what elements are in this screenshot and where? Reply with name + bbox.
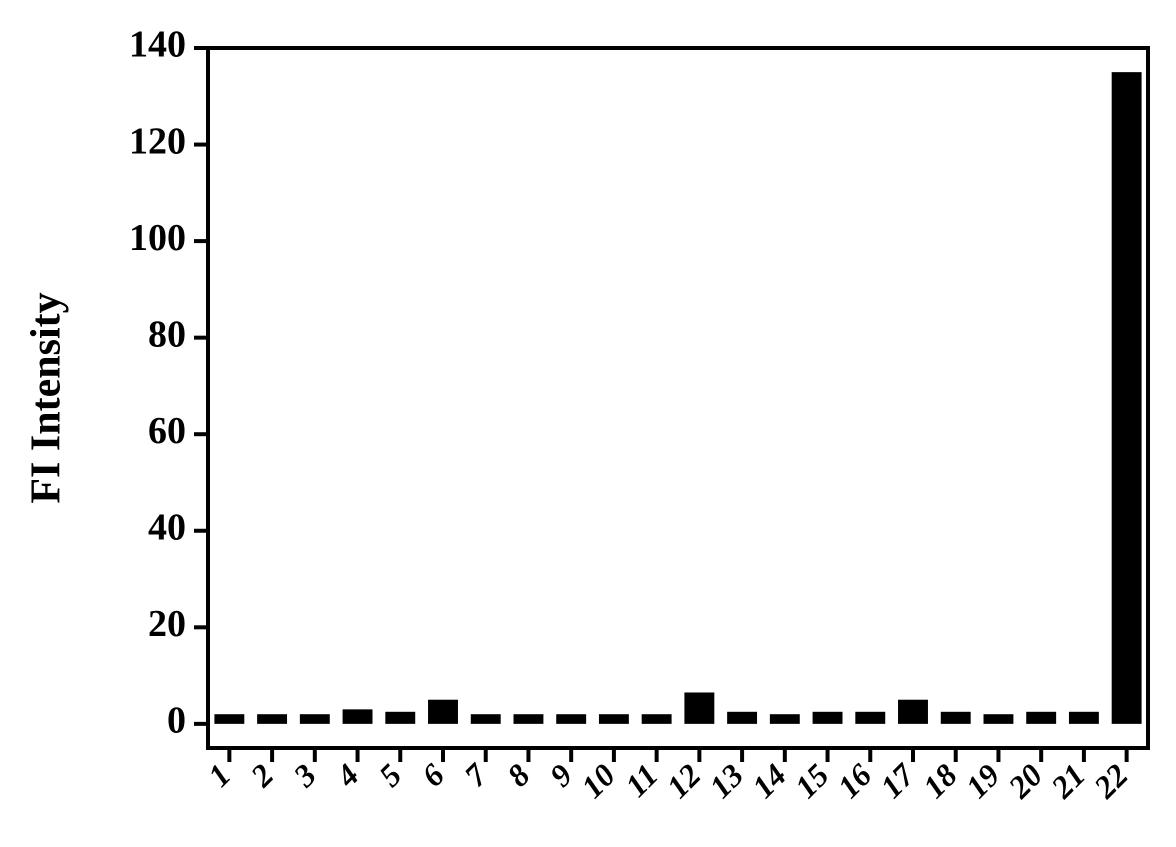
x-tick-label: 11: [618, 757, 665, 804]
y-tick-label: 60: [148, 410, 186, 452]
bar: [941, 712, 971, 724]
x-tick-label: 22: [1086, 757, 1135, 806]
x-tick-label: 14: [745, 757, 793, 805]
x-tick-label: 4: [328, 757, 365, 794]
bar: [214, 714, 244, 724]
y-tick-label: 40: [148, 506, 186, 548]
fi-intensity-bar-chart: 020406080100120140FI Intensity1234567891…: [0, 0, 1176, 847]
x-tick-label: 8: [500, 757, 537, 794]
bar: [642, 714, 672, 724]
bar: [1112, 72, 1142, 724]
bar: [1026, 712, 1056, 724]
x-tick-label: 10: [574, 757, 622, 805]
bar: [813, 712, 843, 724]
y-tick-label: 120: [129, 120, 186, 162]
y-axis-title: FI Intensity: [24, 292, 70, 503]
bar: [898, 700, 928, 724]
bar: [343, 709, 373, 723]
bar: [385, 712, 415, 724]
y-tick-label: 0: [167, 700, 186, 742]
plot-frame: [208, 48, 1148, 748]
x-tick-label: 13: [702, 757, 750, 805]
x-tick-label: 21: [1043, 757, 1092, 806]
bar: [300, 714, 330, 724]
bar: [257, 714, 287, 724]
bar: [599, 714, 629, 724]
bar: [428, 700, 458, 724]
x-tick-label: 19: [959, 757, 1007, 805]
x-tick-label: 15: [788, 757, 836, 805]
x-tick-label: 3: [285, 757, 322, 794]
x-tick-label: 9: [543, 757, 580, 794]
bar: [1069, 712, 1099, 724]
y-tick-label: 80: [148, 313, 186, 355]
x-tick-label: 2: [243, 757, 280, 794]
x-tick-label: 5: [372, 757, 409, 794]
bar: [855, 712, 885, 724]
bar: [471, 714, 501, 724]
x-tick-label: 7: [457, 755, 495, 793]
x-tick-label: 12: [659, 757, 707, 805]
x-tick-label: 20: [1001, 757, 1050, 806]
x-tick-label: 16: [830, 757, 878, 805]
bar: [684, 692, 714, 723]
bar: [770, 714, 800, 724]
x-tick-label: 6: [414, 757, 451, 794]
bar: [727, 712, 757, 724]
x-tick-label: 18: [916, 757, 964, 805]
bar: [984, 714, 1014, 724]
x-tick-label: 1: [201, 757, 238, 794]
bar: [514, 714, 544, 724]
bar: [556, 714, 586, 724]
y-tick-label: 20: [148, 603, 186, 645]
y-tick-label: 140: [129, 24, 186, 66]
y-tick-label: 100: [129, 217, 186, 259]
